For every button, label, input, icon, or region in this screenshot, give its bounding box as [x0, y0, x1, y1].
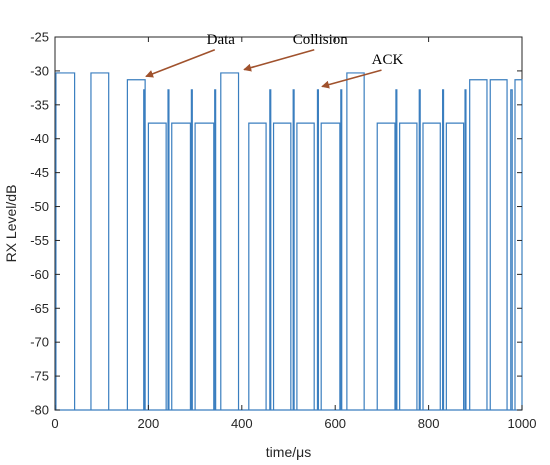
pulse — [272, 122, 292, 410]
pulse — [248, 122, 267, 410]
y-tick-label: -80 — [30, 403, 49, 418]
annotation-label: ACK — [372, 52, 404, 68]
series-layer — [55, 72, 523, 411]
pulse — [395, 89, 398, 410]
pulse — [399, 122, 418, 410]
pulse — [147, 122, 167, 410]
annotation-label: Data — [207, 32, 236, 48]
annotation-label: Collision — [293, 32, 349, 48]
y-tick-label: -25 — [30, 30, 49, 45]
y-tick-label: -50 — [30, 199, 49, 214]
pulse — [167, 89, 170, 410]
axis-ticks: 0 200 400 600 800 1000 -25 -30 -35 -40 -45 -50 -55 -6… — [30, 30, 536, 432]
pulse — [346, 72, 365, 410]
x-axis-label: time/μs — [266, 444, 311, 460]
y-tick-label: -45 — [30, 165, 49, 180]
pulse — [320, 122, 341, 410]
pulse — [171, 122, 192, 410]
annotation-arrow — [321, 69, 382, 89]
pulse — [445, 122, 465, 410]
pulse — [469, 79, 488, 410]
x-tick-label: 800 — [418, 416, 440, 431]
pulse — [269, 89, 272, 410]
x-tick-label: 400 — [231, 416, 253, 431]
pulse — [194, 122, 215, 410]
pulse — [316, 89, 319, 410]
x-tick-label: 1000 — [508, 416, 537, 431]
pulse — [510, 89, 513, 410]
annotations: Data Collision ACK — [145, 32, 404, 89]
pulse — [376, 122, 396, 410]
plot-box — [54, 36, 523, 411]
pulse — [296, 122, 315, 410]
y-tick-label: -40 — [30, 131, 49, 146]
x-tick-label: 0 — [51, 416, 58, 431]
pulse — [90, 72, 110, 410]
pulse — [442, 89, 445, 410]
x-tick-label: 600 — [324, 416, 346, 431]
y-tick-label: -35 — [30, 97, 49, 112]
annotation-arrow — [145, 49, 216, 78]
pulse — [220, 72, 240, 410]
y-tick-label: -60 — [30, 267, 49, 282]
x-tick-label: 200 — [138, 416, 160, 431]
plot-area — [54, 36, 523, 411]
pulse — [292, 89, 295, 410]
y-tick-label: -70 — [30, 335, 49, 350]
annotation-arrow — [243, 49, 315, 72]
pulse — [422, 122, 441, 410]
pulse — [514, 79, 523, 410]
y-axis-label: RX Level/dB — [3, 185, 19, 263]
pulse — [190, 89, 193, 410]
pulse — [143, 89, 146, 410]
y-tick-label: -75 — [30, 369, 49, 384]
pulse — [55, 72, 76, 410]
y-tick-label: -65 — [30, 301, 49, 316]
pulse — [418, 89, 421, 410]
pulse — [214, 89, 217, 410]
y-tick-label: -55 — [30, 233, 49, 248]
pulse — [340, 89, 343, 410]
pulse — [489, 79, 508, 410]
pulse — [464, 89, 467, 410]
y-tick-label: -30 — [30, 63, 49, 78]
